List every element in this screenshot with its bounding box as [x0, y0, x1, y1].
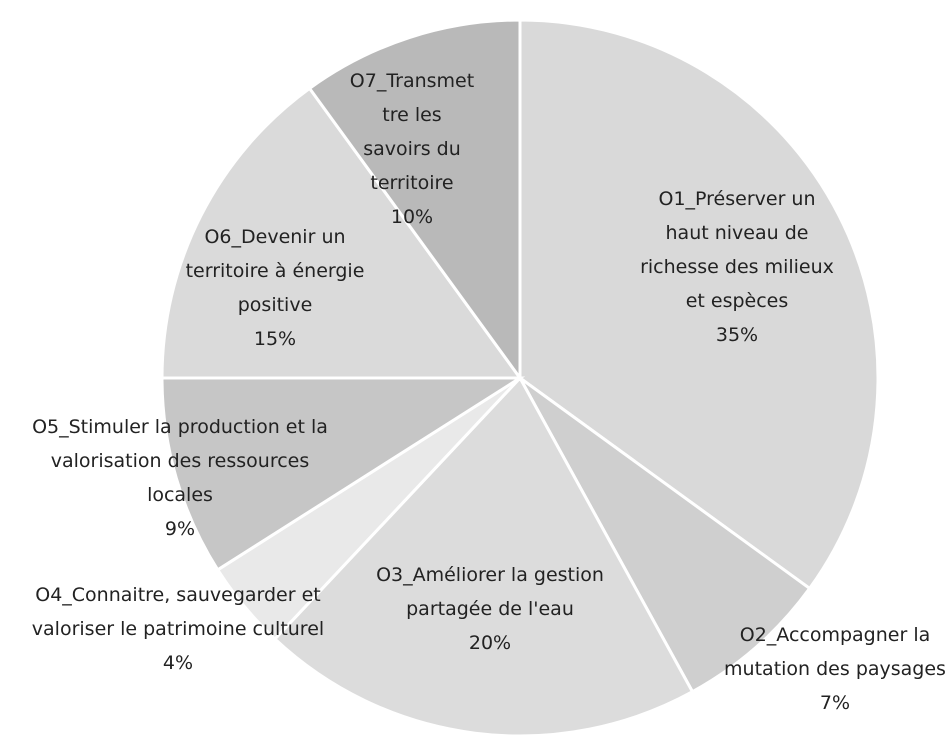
- slice-label: O3_Améliorer la gestion partagée de l'ea…: [375, 558, 605, 660]
- value-label: 4%: [162, 652, 194, 674]
- pie-slice: [307, 18, 522, 383]
- category-label: O3_Améliorer la gestion partagée de l'ea…: [376, 564, 604, 620]
- pie-slice: [518, 376, 812, 694]
- category-label: O1_Préserver un haut niveau de richesse …: [640, 188, 834, 312]
- category-label: O7_Transmettre les savoirs du territoire: [349, 70, 475, 194]
- value-label: 7%: [819, 692, 851, 714]
- value-label: 9%: [164, 518, 196, 540]
- category-label: O5_Stimuler la production et la valorisa…: [32, 416, 328, 506]
- value-label: 35%: [715, 324, 759, 346]
- pie-slice: [272, 375, 695, 738]
- slice-label: O5_Stimuler la production et la valorisa…: [15, 410, 345, 546]
- slice-label: O2_Accompagner la mutation des paysages 7…: [720, 618, 950, 720]
- pie-slice: [518, 18, 880, 591]
- pie-slice: [160, 376, 526, 572]
- category-label: O4_Connaitre, sauvegarder et valoriser l…: [31, 584, 325, 640]
- value-label: 20%: [468, 632, 512, 654]
- slice-label: O7_Transmettre les savoirs du territoire…: [347, 64, 477, 234]
- value-label: 15%: [253, 328, 297, 350]
- slice-label: O1_Préserver un haut niveau de richesse …: [637, 182, 837, 352]
- category-label: O6_Devenir un territoire à énergie posit…: [185, 226, 365, 316]
- value-label: 10%: [390, 206, 434, 228]
- slice-label: O6_Devenir un territoire à énergie posit…: [160, 220, 390, 356]
- pie-slice: [160, 86, 523, 380]
- category-label: O2_Accompagner la mutation des paysages: [724, 624, 946, 680]
- slice-label: O4_Connaitre, sauvegarder et valoriser l…: [3, 578, 353, 680]
